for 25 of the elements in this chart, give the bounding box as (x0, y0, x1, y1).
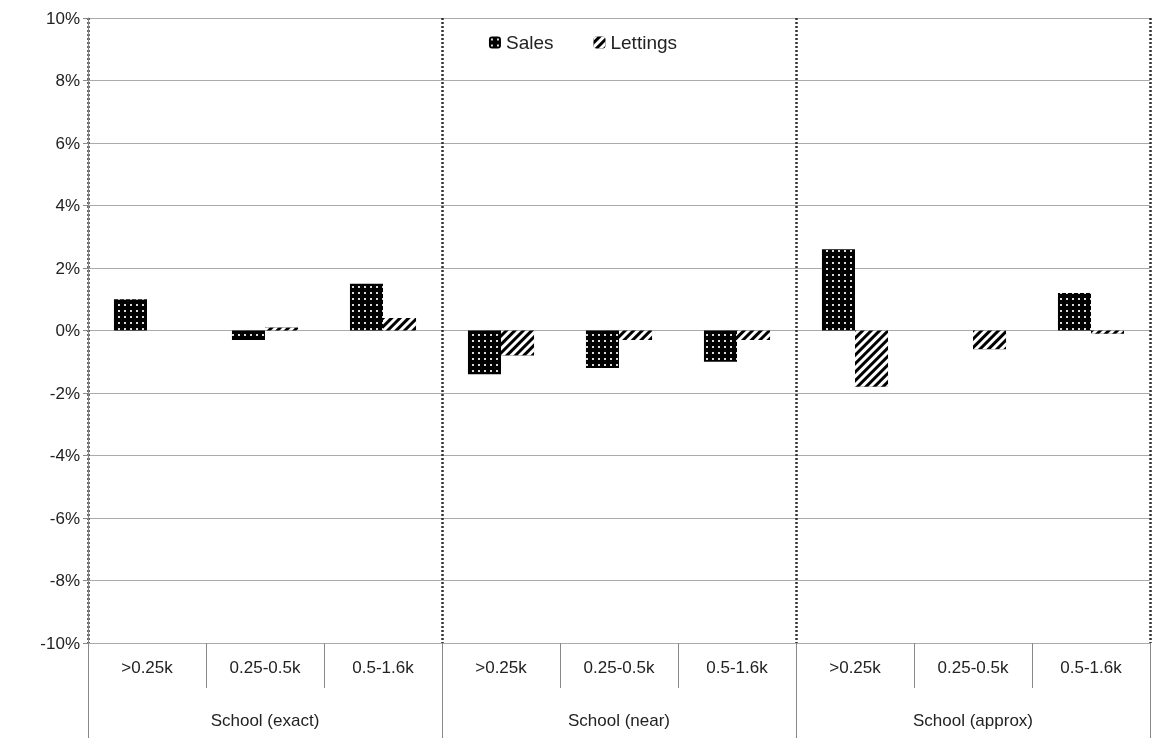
x-tick-label: >0.25k (121, 658, 174, 677)
y-tick-label: 2% (55, 258, 80, 278)
x-tick-label: 0.25-0.5k (583, 658, 655, 677)
x-tick-label: 0.5-1.6k (1060, 658, 1123, 677)
text: School (exact) (210, 711, 320, 730)
y-tick-label: -6% (49, 508, 80, 528)
legend-label: Lettings (610, 32, 678, 53)
x-tick-label: >0.25k (829, 658, 882, 677)
x-tick-label: 0.25-0.5k (937, 658, 1009, 677)
y-tick-label: -2% (49, 383, 80, 403)
y-tick-label: -10% (40, 633, 80, 653)
x-tick-label: 0.5-1.6k (706, 658, 769, 677)
y-tick-label: -4% (49, 446, 80, 465)
y-tick-label: 4% (55, 196, 80, 215)
text: School (near) (567, 711, 671, 730)
x-tick-label: 0.25-0.5k (229, 658, 301, 677)
y-tick-label: 6% (55, 133, 80, 153)
y-tick-label: 0% (55, 321, 80, 340)
legend-label: Sales (505, 32, 554, 53)
x-tick-label: 0.5-1.6k (352, 658, 415, 677)
y-tick-label: -8% (49, 571, 80, 590)
y-tick-label: 10% (45, 8, 80, 28)
y-tick-label: 8% (55, 71, 80, 90)
x-tick-label: >0.25k (475, 658, 528, 677)
text: School (approx) (912, 711, 1034, 730)
